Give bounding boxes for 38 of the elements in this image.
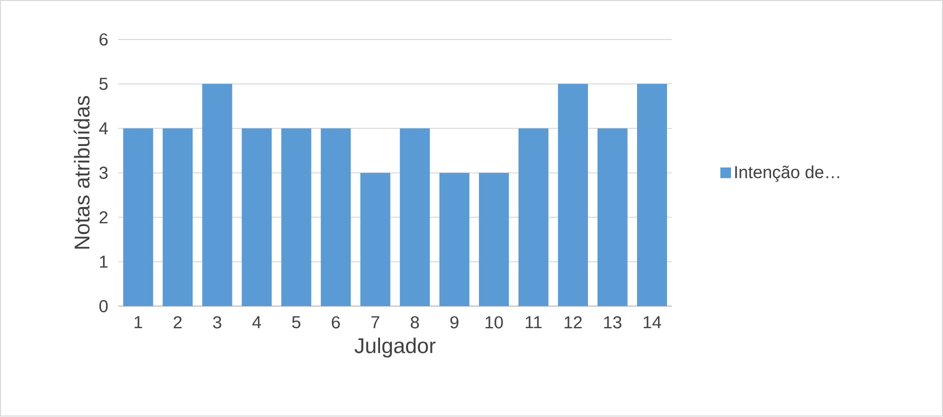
x-tick-label: 11 [526, 316, 542, 328]
y-tick-label: 6 [100, 34, 108, 46]
x-tick-label: 14 [644, 316, 662, 328]
bar [400, 128, 430, 306]
x-axis-title: Julgador [354, 338, 436, 358]
bar [162, 128, 193, 306]
y-tick-label: 4 [99, 122, 108, 135]
x-tick-label: 3 [213, 316, 222, 329]
bar [320, 128, 351, 306]
y-tick-label: 3 [99, 166, 108, 180]
x-tick-label: 4 [252, 316, 262, 328]
y-axis-title: Notas atribuídas [74, 96, 90, 249]
bar [360, 173, 390, 306]
x-tick-label: 5 [292, 316, 300, 328]
bar [439, 173, 470, 306]
bar [123, 128, 154, 306]
x-tick-label: 13 [604, 316, 622, 329]
x-tick-label: 7 [371, 316, 380, 328]
x-tick-label: 8 [410, 316, 419, 329]
x-tick-label: 1 [134, 316, 142, 328]
bar [598, 128, 628, 306]
y-tick-label: 2 [100, 211, 108, 224]
x-tick-label: 9 [450, 316, 458, 329]
bar [637, 84, 668, 306]
legend-label: Intenção de… [735, 166, 840, 182]
bar [242, 128, 272, 306]
x-tick-label: 12 [564, 316, 582, 329]
x-tick-label: 6 [332, 316, 340, 329]
x-tick-label: 10 [486, 316, 503, 329]
y-tick-label: 5 [99, 78, 108, 90]
bar [558, 84, 588, 306]
y-tick-label: 0 [99, 300, 108, 313]
x-tick-label: 2 [174, 316, 182, 329]
bar [478, 173, 509, 306]
bar [281, 128, 312, 306]
y-tick-label: 1 [100, 256, 108, 268]
bar [202, 84, 232, 306]
bar [518, 128, 548, 306]
